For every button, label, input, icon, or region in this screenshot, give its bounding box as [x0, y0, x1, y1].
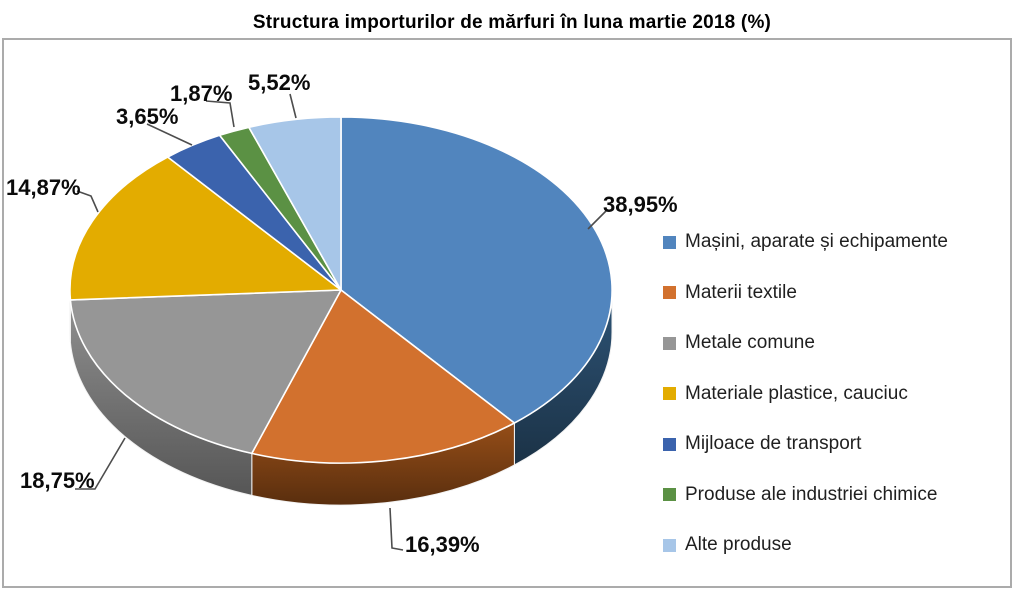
- plot-area-border: [2, 38, 1012, 588]
- legend-swatch-materiale-plastice-cauciuc: [663, 387, 676, 401]
- leader-line: [389, 507, 404, 551]
- legend-label: Mijloace de transport: [685, 433, 862, 455]
- slice-label-metale-comune: 18,75%: [20, 468, 95, 493]
- legend-item-materiale-plastice-cauciuc: Materiale plastice, cauciuc: [663, 369, 1015, 420]
- legend-swatch-produse-industriei-chimice: [663, 488, 676, 502]
- slice-label-materii-textile: 16,39%: [405, 532, 480, 557]
- pie-slice-masini-aparate-echipamente: [340, 116, 613, 424]
- slice-label-masini-aparate-echipamente: 38,95%: [603, 192, 678, 217]
- legend-item-alte-produse: Alte produse: [663, 520, 1015, 571]
- legend-swatch-masini-aparate-echipamente: [663, 235, 676, 249]
- leader-line: [205, 100, 235, 128]
- slice-label-produse-industriei-chimice: 1,87%: [170, 81, 233, 106]
- slice-label-mijloace-transport: 3,65%: [116, 104, 179, 129]
- legend-swatch-alte-produse: [663, 538, 676, 552]
- legend-item-metale-comune: Metale comune: [663, 318, 1015, 369]
- legend-item-mijloace-transport: Mijloace de transport: [663, 419, 1015, 470]
- legend-label: Materii textile: [685, 281, 797, 303]
- leader-line: [587, 210, 607, 230]
- chart-title: Structura importurilor de mărfuri în lun…: [252, 12, 772, 33]
- legend-swatch-mijloace-transport: [663, 437, 676, 451]
- slice-label-materiale-plastice-cauciuc: 14,87%: [6, 175, 81, 200]
- legend: Mașini, aparate și echipamente Materii t…: [663, 217, 1015, 571]
- legend-swatch-metale-comune: [663, 336, 676, 350]
- slice-label-alte-produse: 5,52%: [248, 70, 311, 95]
- leader-line: [75, 437, 126, 490]
- legend-item-produse-industriei-chimice: Produse ale industriei chimice: [663, 470, 1015, 521]
- pie-slice-materiale-plastice-cauciuc: [69, 156, 342, 301]
- pie-slice-alte-produse: [248, 116, 342, 291]
- legend-label: Alte produse: [685, 534, 792, 556]
- leader-line: [76, 190, 99, 213]
- leader-line: [146, 123, 193, 146]
- legend-label: Materiale plastice, cauciuc: [685, 382, 908, 404]
- legend-label: Produse ale industriei chimice: [685, 483, 938, 505]
- legend-item-masini-aparate-echipamente: Mașini, aparate și echipamente: [663, 217, 1015, 268]
- pie-slice-metale-comune: [69, 289, 342, 455]
- leader-line: [289, 93, 297, 119]
- legend-swatch-materii-textile: [663, 286, 676, 300]
- legend-label: Metale comune: [685, 332, 815, 354]
- legend-item-materii-textile: Materii textile: [663, 268, 1015, 319]
- legend-label: Mașini, aparate și echipamente: [685, 231, 948, 253]
